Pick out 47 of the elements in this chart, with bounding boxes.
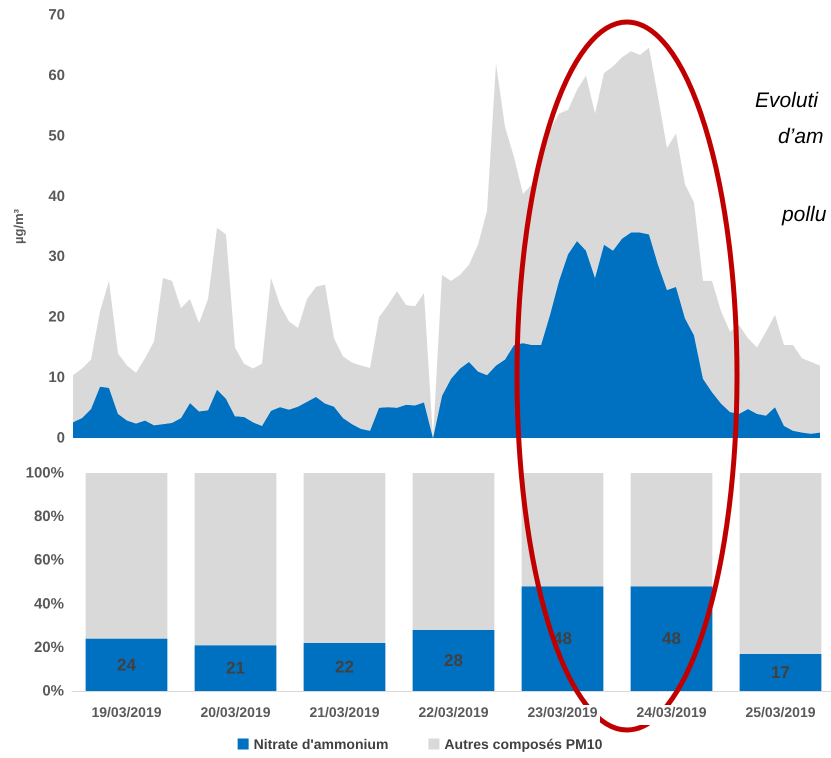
legend-label: Nitrate d'ammonium xyxy=(254,736,388,752)
data-label: 21 xyxy=(226,658,245,678)
y-tick-label: 70 xyxy=(48,6,65,24)
y-tick-label: 40% xyxy=(34,595,64,612)
y-tick-label: 100% xyxy=(26,464,64,482)
y-tick-label: 0% xyxy=(42,682,64,700)
y-tick-label: 20 xyxy=(48,308,65,326)
annotation: pollu xyxy=(781,203,827,226)
bar xyxy=(304,643,386,691)
bar xyxy=(412,473,494,630)
data-label: 24 xyxy=(117,655,136,674)
bar xyxy=(194,645,276,691)
bar xyxy=(630,473,712,586)
y-tick-label: 80% xyxy=(34,508,64,526)
annotation: Evoluti xyxy=(755,89,820,112)
bar xyxy=(522,586,604,691)
y-tick-label: 30 xyxy=(48,248,65,266)
data-label: 48 xyxy=(662,629,681,648)
bar xyxy=(630,586,712,691)
annotation: d’am xyxy=(778,125,824,148)
x-tick-label: 22/03/2019 xyxy=(418,704,489,720)
x-tick-label: 19/03/2019 xyxy=(91,704,162,720)
bar xyxy=(522,473,604,586)
data-label: 17 xyxy=(771,662,790,682)
bar xyxy=(86,638,168,691)
x-tick-label: 23/03/2019 xyxy=(527,704,598,720)
bar xyxy=(86,473,168,639)
y-tick-label: 0 xyxy=(56,430,65,446)
y-tick-label: 60 xyxy=(48,66,65,84)
x-tick-label: 21/03/2019 xyxy=(309,704,380,720)
x-tick-label: 20/03/2019 xyxy=(200,704,271,720)
bar xyxy=(740,654,822,691)
bar xyxy=(194,473,276,646)
bar xyxy=(412,630,494,691)
bar xyxy=(304,473,386,644)
x-tick-label: 24/03/2019 xyxy=(636,704,707,720)
y-tick-label: 60% xyxy=(34,552,64,569)
data-label: 22 xyxy=(335,658,354,677)
data-label: 28 xyxy=(444,650,463,670)
y-axis-title: µg/m³ xyxy=(11,208,26,244)
y-tick-label: 50 xyxy=(48,127,65,144)
bar xyxy=(740,473,822,654)
y-tick-label: 20% xyxy=(34,638,64,656)
y-tick-label: 10 xyxy=(48,369,65,386)
y-tick-label: 40 xyxy=(48,188,65,205)
legend-label: Autres composés PM10 xyxy=(444,736,603,752)
x-tick-label: 25/03/2019 xyxy=(745,704,816,720)
